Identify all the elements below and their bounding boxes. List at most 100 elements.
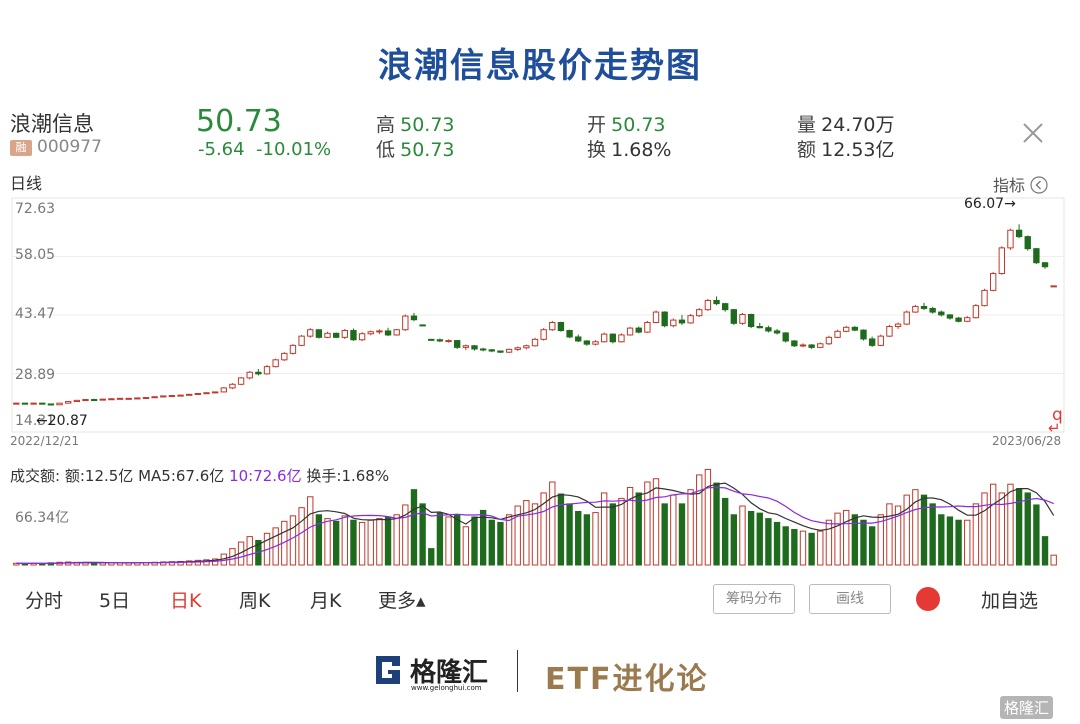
candle — [747, 313, 755, 329]
price-axis-label: 43.47 — [15, 306, 56, 322]
candle — [488, 348, 495, 353]
volume-bar — [773, 521, 781, 566]
tab-weekly-k[interactable]: 周K — [239, 590, 271, 612]
volume-bar — [505, 514, 513, 566]
candle — [557, 321, 565, 332]
candle — [635, 326, 642, 334]
candle — [696, 308, 703, 317]
volume-bar — [497, 521, 504, 566]
volume-bar — [851, 514, 859, 566]
candle — [186, 393, 193, 396]
candle — [82, 399, 89, 402]
candle — [1024, 235, 1031, 251]
volume-bar — [808, 532, 815, 566]
candle — [211, 391, 219, 394]
volume-bar — [765, 518, 772, 566]
candle — [350, 328, 357, 341]
volume-bar — [981, 492, 988, 566]
low-annotation: ←20.87 — [36, 413, 88, 429]
candle — [843, 325, 850, 333]
candle — [704, 298, 712, 311]
volume-bar — [998, 492, 1005, 566]
volume-header-label: 成交额: — [10, 467, 61, 485]
volume-value: 24.70万 — [821, 114, 895, 136]
candle — [151, 396, 158, 399]
chip-distribution-button[interactable]: 筹码分布 — [713, 584, 795, 614]
candle — [989, 271, 997, 292]
tab-daily-k[interactable]: 日K — [170, 590, 202, 612]
volume-bar — [868, 526, 876, 566]
candle — [142, 397, 150, 400]
volume-bar — [782, 526, 789, 566]
price-axis-label: 28.89 — [15, 367, 56, 383]
volume-bar — [246, 536, 253, 566]
current-price: 50.73 — [196, 104, 282, 139]
candle — [782, 332, 789, 343]
candle — [687, 314, 694, 324]
turnover-label: 换 — [587, 139, 607, 161]
candle — [938, 310, 945, 317]
volume-bar — [523, 500, 530, 566]
tab-more[interactable]: 更多▴ — [378, 590, 426, 612]
volume-bar — [989, 483, 997, 566]
volume-bar — [203, 559, 210, 566]
close-icon[interactable] — [1020, 120, 1046, 146]
tab-monthly-k[interactable]: 月K — [310, 590, 342, 612]
volume-bar — [194, 559, 202, 566]
candle — [39, 402, 46, 405]
volume-bar — [903, 494, 910, 566]
candle — [281, 352, 288, 362]
volume-bar — [557, 493, 565, 566]
candle — [30, 402, 37, 405]
draw-line-button[interactable]: 画线 — [809, 584, 891, 614]
quote-volume: 量 24.70万 — [797, 110, 895, 137]
price-axis-label: 14.31 — [15, 413, 56, 429]
volume-bar — [747, 510, 755, 566]
candle — [549, 320, 556, 331]
volume-bar — [670, 494, 677, 566]
volume-bar — [307, 496, 314, 566]
change-percent: -10.01% — [256, 139, 332, 160]
volume-chart[interactable] — [0, 462, 1080, 568]
volume-bar — [402, 504, 409, 566]
volume-bar — [592, 512, 599, 566]
volume-bar — [540, 492, 547, 566]
candle — [428, 338, 435, 341]
change-value: -5.64 — [198, 139, 245, 160]
volume-bar — [1050, 554, 1057, 566]
volume-bar — [419, 503, 426, 566]
candle — [566, 329, 573, 339]
return-arrow-icon[interactable]: ↵ — [1048, 419, 1061, 437]
indicator-button[interactable]: 指标 — [993, 172, 1048, 196]
candle — [454, 340, 461, 349]
candle — [497, 350, 504, 353]
volume-bar — [929, 503, 936, 566]
candle — [998, 246, 1005, 275]
volume-bar — [488, 519, 495, 566]
q-mark: q — [1052, 405, 1063, 425]
volume-bar — [626, 486, 634, 566]
open-label: 开 — [587, 114, 607, 136]
volume-bar — [289, 515, 297, 566]
footer-logo-text: 格隆汇 — [410, 658, 489, 688]
volume-bar — [315, 514, 323, 566]
record-icon[interactable] — [916, 587, 940, 611]
open-value: 50.73 — [611, 114, 666, 136]
footer-divider — [517, 650, 518, 692]
volume-bar — [894, 505, 902, 566]
tab-5day[interactable]: 5日 — [99, 590, 131, 612]
volume-bar — [428, 548, 435, 566]
candle — [194, 393, 202, 396]
add-watchlist-button[interactable]: 加自选 — [981, 590, 1039, 612]
candle — [367, 330, 374, 336]
candle — [868, 336, 876, 347]
volume-header-ma5: MA5:67.6亿 — [138, 467, 225, 485]
tab-intraday[interactable]: 分时 — [25, 590, 64, 612]
volume-bar — [652, 478, 660, 566]
volume-bar — [817, 530, 824, 566]
volume-bar — [186, 560, 193, 566]
indicator-label: 指标 — [993, 176, 1026, 195]
candle — [90, 398, 98, 402]
kline-chart[interactable] — [0, 190, 1080, 440]
candle — [877, 334, 884, 347]
